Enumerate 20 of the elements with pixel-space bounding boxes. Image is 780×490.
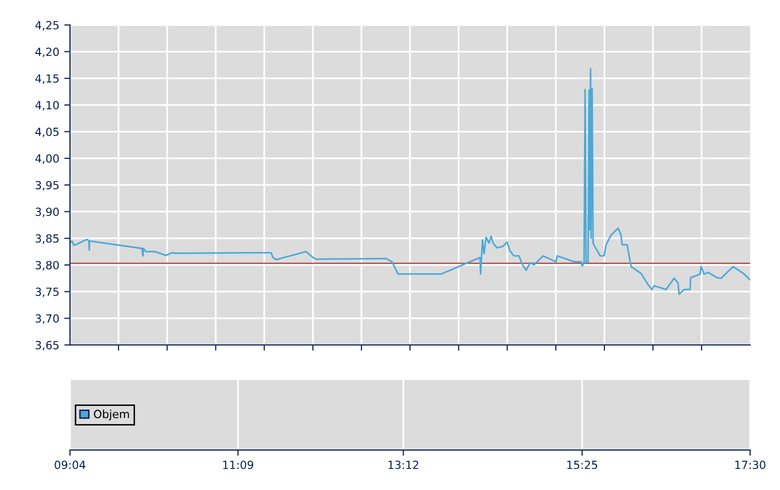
text: 13:12 bbox=[388, 460, 418, 470]
y-tick-label: 3,90 bbox=[36, 208, 59, 218]
text: 09:04 bbox=[54, 460, 86, 470]
text: 11:09 bbox=[223, 460, 254, 470]
y-tick-label: 4,20 bbox=[35, 48, 59, 58]
y-tick-label: 3,70 bbox=[36, 314, 59, 324]
y-tick-label: 3,80 bbox=[36, 260, 59, 270]
y-tick-label: 4,00 bbox=[35, 154, 59, 164]
y-tick-label: 4,05 bbox=[35, 128, 59, 138]
y-tick-label: 4,15 bbox=[35, 74, 59, 84]
line-series bbox=[70, 68, 750, 296]
text: 17:30 bbox=[735, 460, 766, 470]
y-tick-label: 3,95 bbox=[36, 180, 59, 190]
text: 15:25 bbox=[567, 460, 598, 470]
y-tick-label: 4,10 bbox=[35, 100, 59, 110]
y-tick-label: 3,85 bbox=[36, 234, 59, 244]
legend-label: Objem bbox=[94, 410, 129, 420]
y-tick-label: 3,75 bbox=[36, 288, 59, 298]
y-tick-label: 3,65 bbox=[36, 340, 59, 350]
y-tick-label: 4,25 bbox=[35, 20, 59, 31]
